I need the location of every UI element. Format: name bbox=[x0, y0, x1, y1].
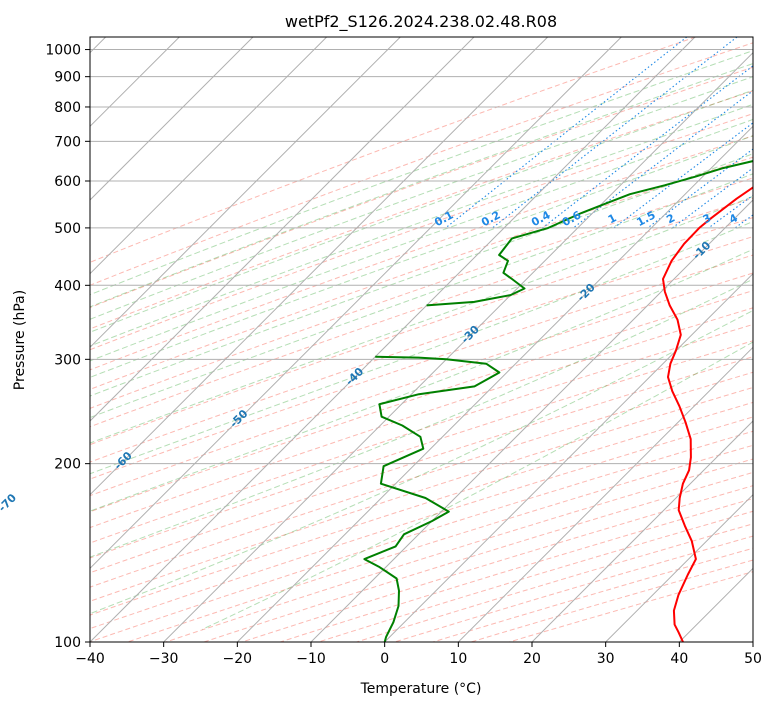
y-tick-label: 1000 bbox=[45, 43, 81, 59]
y-tick-label: 300 bbox=[54, 352, 81, 368]
moist-adiabat-line bbox=[90, 309, 753, 615]
isotherm-gridline bbox=[90, 37, 401, 349]
mixing-ratio-lines bbox=[445, 37, 753, 229]
dewpoint-line bbox=[426, 160, 753, 307]
x-tick-label: 10 bbox=[449, 651, 467, 667]
x-axis-label: Temperature (°C) bbox=[360, 681, 482, 697]
y-tick-label: 600 bbox=[54, 174, 81, 190]
dry-adiabat-line bbox=[90, 401, 753, 616]
moist-adiabat-line bbox=[90, 50, 753, 296]
mixing-ratio-line bbox=[542, 65, 753, 229]
y-axis-label: Pressure (hPa) bbox=[12, 290, 28, 390]
isotherm-gridline bbox=[531, 420, 753, 642]
dry-adiabat-line bbox=[394, 535, 753, 642]
isotherm-gridline bbox=[605, 493, 753, 642]
dry-adiabat-line bbox=[90, 307, 753, 529]
x-tick-label: 40 bbox=[670, 651, 688, 667]
y-axis-ticks: 100 200 300 400 500 600 700 800 900 1000 bbox=[45, 43, 90, 651]
x-tick-label: 30 bbox=[597, 651, 615, 667]
dry-adiabat-line bbox=[90, 416, 753, 630]
dry-adiabat-line bbox=[318, 510, 753, 642]
dry-adiabat-line bbox=[90, 66, 753, 309]
isotherm-gridline bbox=[90, 37, 254, 201]
mixing-ratio-line bbox=[613, 122, 753, 229]
moist-adiabat-line bbox=[90, 89, 753, 333]
isotherm-gridline bbox=[90, 37, 696, 642]
dry-adiabat-line bbox=[90, 156, 753, 390]
profile-lines bbox=[363, 160, 753, 642]
mixing-ratio-line bbox=[445, 37, 688, 229]
x-tick-label: −40 bbox=[75, 651, 105, 667]
temperature-line bbox=[662, 186, 753, 642]
dewpoint-upper-line bbox=[363, 355, 501, 642]
y-tick-label: 400 bbox=[54, 278, 81, 294]
x-tick-label: −20 bbox=[223, 651, 253, 667]
y-tick-label: 500 bbox=[54, 221, 81, 237]
y-tick-label: 800 bbox=[54, 100, 81, 116]
y-tick-label: 100 bbox=[54, 635, 81, 651]
plot-area bbox=[90, 37, 753, 642]
moist-adiabat-line bbox=[90, 173, 753, 419]
y-tick-label: 200 bbox=[54, 457, 81, 473]
x-tick-label: −30 bbox=[149, 651, 179, 667]
dry-adiabat-line bbox=[165, 458, 753, 642]
dry-adiabat-line bbox=[90, 135, 753, 371]
dry-adiabat-line bbox=[90, 113, 753, 351]
moist-adiabats bbox=[90, 50, 753, 630]
isotherm-gridline bbox=[310, 199, 753, 642]
x-tick-label: −10 bbox=[296, 651, 326, 667]
x-axis-ticks: −40 −30 −20 −10 0 10 20 30 40 50 bbox=[75, 642, 762, 667]
isotherm-gridline bbox=[457, 346, 753, 642]
moist-adiabat-line bbox=[90, 153, 753, 397]
chart-title: wetPf2_S126.2024.238.02.48.R08 bbox=[285, 12, 557, 32]
isotherm-gridline bbox=[384, 272, 753, 642]
dry-adiabat-line bbox=[90, 236, 753, 463]
isotherm-gridline bbox=[90, 37, 475, 422]
dry-adiabat-line bbox=[90, 197, 753, 428]
dry-adiabat-line bbox=[127, 444, 753, 642]
dry-adiabat-line bbox=[90, 42, 753, 286]
mixing-ratio-line bbox=[672, 167, 753, 229]
isotherm-gridline bbox=[236, 125, 753, 642]
dry-adiabat-line bbox=[90, 90, 753, 330]
y-tick-label: 700 bbox=[54, 134, 81, 150]
moist-adiabat-line bbox=[90, 103, 753, 347]
moist-adiabat-line bbox=[90, 248, 753, 512]
dry-adiabat-line bbox=[90, 340, 753, 559]
x-tick-label: 20 bbox=[523, 651, 541, 667]
x-tick-label: 50 bbox=[744, 651, 762, 667]
isotherm-gridline bbox=[90, 37, 622, 570]
dry-adiabat-line bbox=[90, 323, 753, 544]
dry-adiabat-line bbox=[90, 430, 753, 642]
y-tick-label: 900 bbox=[54, 70, 81, 86]
moist-adiabat-line bbox=[90, 76, 753, 320]
grid-lines bbox=[90, 37, 753, 642]
moist-adiabat-line bbox=[90, 63, 753, 308]
dry-adiabat-line bbox=[90, 37, 696, 263]
dry-adiabats bbox=[90, 37, 753, 642]
moist-adiabat-line bbox=[90, 135, 753, 378]
x-tick-label: 0 bbox=[380, 651, 389, 667]
isotherm-gridline bbox=[90, 37, 549, 496]
isotherm-gridline bbox=[90, 37, 328, 275]
isotherm-gridline bbox=[163, 51, 753, 642]
dry-adiabat-line bbox=[90, 272, 753, 497]
plot-frame bbox=[89, 36, 754, 643]
